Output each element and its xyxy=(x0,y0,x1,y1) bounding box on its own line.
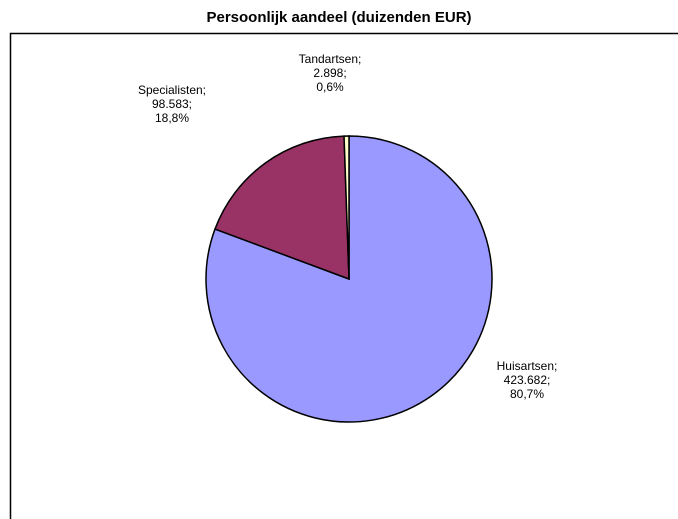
slice-percent-label: 0,6% xyxy=(316,80,344,94)
pie-slice xyxy=(214,135,350,281)
pie-slice xyxy=(205,135,493,423)
slice-value-label: 423.682; xyxy=(504,373,551,387)
slice-value-label: 98.583; xyxy=(152,97,192,111)
pie-slice xyxy=(343,135,350,280)
slice-label: Tandartsen; xyxy=(299,52,362,66)
slice-percent-label: 18,8% xyxy=(155,111,189,125)
slice-label: Specialisten; xyxy=(138,83,206,97)
slice-label: Huisartsen; xyxy=(497,359,558,373)
slice-value-label: 2.898; xyxy=(313,66,346,80)
chart-title: Persoonlijk aandeel (duizenden EUR) xyxy=(206,9,471,26)
slice-percent-label: 80,7% xyxy=(510,387,544,401)
